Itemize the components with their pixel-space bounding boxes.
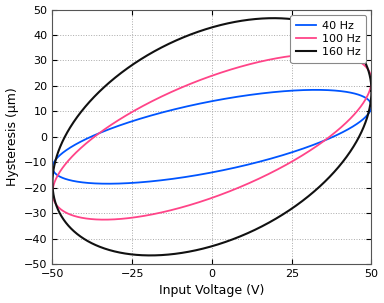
40 Hz [55,156,60,159]
160 Hz [369,89,374,93]
160 Hz [361,57,366,61]
100 Hz [361,63,366,66]
100 Hz [248,181,252,185]
160 Hz [271,16,276,20]
100 Hz [55,174,60,178]
Line: 160 Hz: 160 Hz [53,18,371,255]
Y-axis label: Hysteresis (μm): Hysteresis (μm) [5,88,18,186]
Line: 40 Hz: 40 Hz [53,90,371,184]
X-axis label: Input Voltage (V): Input Voltage (V) [159,285,265,298]
160 Hz [55,152,60,156]
160 Hz [248,230,252,234]
100 Hz [51,186,55,189]
40 Hz [369,105,374,108]
160 Hz [367,109,371,113]
100 Hz [369,79,374,83]
40 Hz [369,105,374,108]
100 Hz [317,52,322,56]
160 Hz [51,171,55,175]
100 Hz [369,79,374,83]
Line: 100 Hz: 100 Hz [53,54,371,220]
40 Hz [361,95,366,98]
Legend: 40 Hz, 100 Hz, 160 Hz: 40 Hz, 100 Hz, 160 Hz [290,15,366,63]
160 Hz [367,109,371,113]
160 Hz [148,254,152,257]
40 Hz [106,182,111,185]
100 Hz [367,91,371,94]
100 Hz [102,218,106,221]
40 Hz [367,111,371,115]
40 Hz [51,162,55,166]
160 Hz [369,89,374,93]
100 Hz [367,91,371,95]
40 Hz [248,162,252,166]
40 Hz [314,88,318,92]
40 Hz [367,111,371,115]
